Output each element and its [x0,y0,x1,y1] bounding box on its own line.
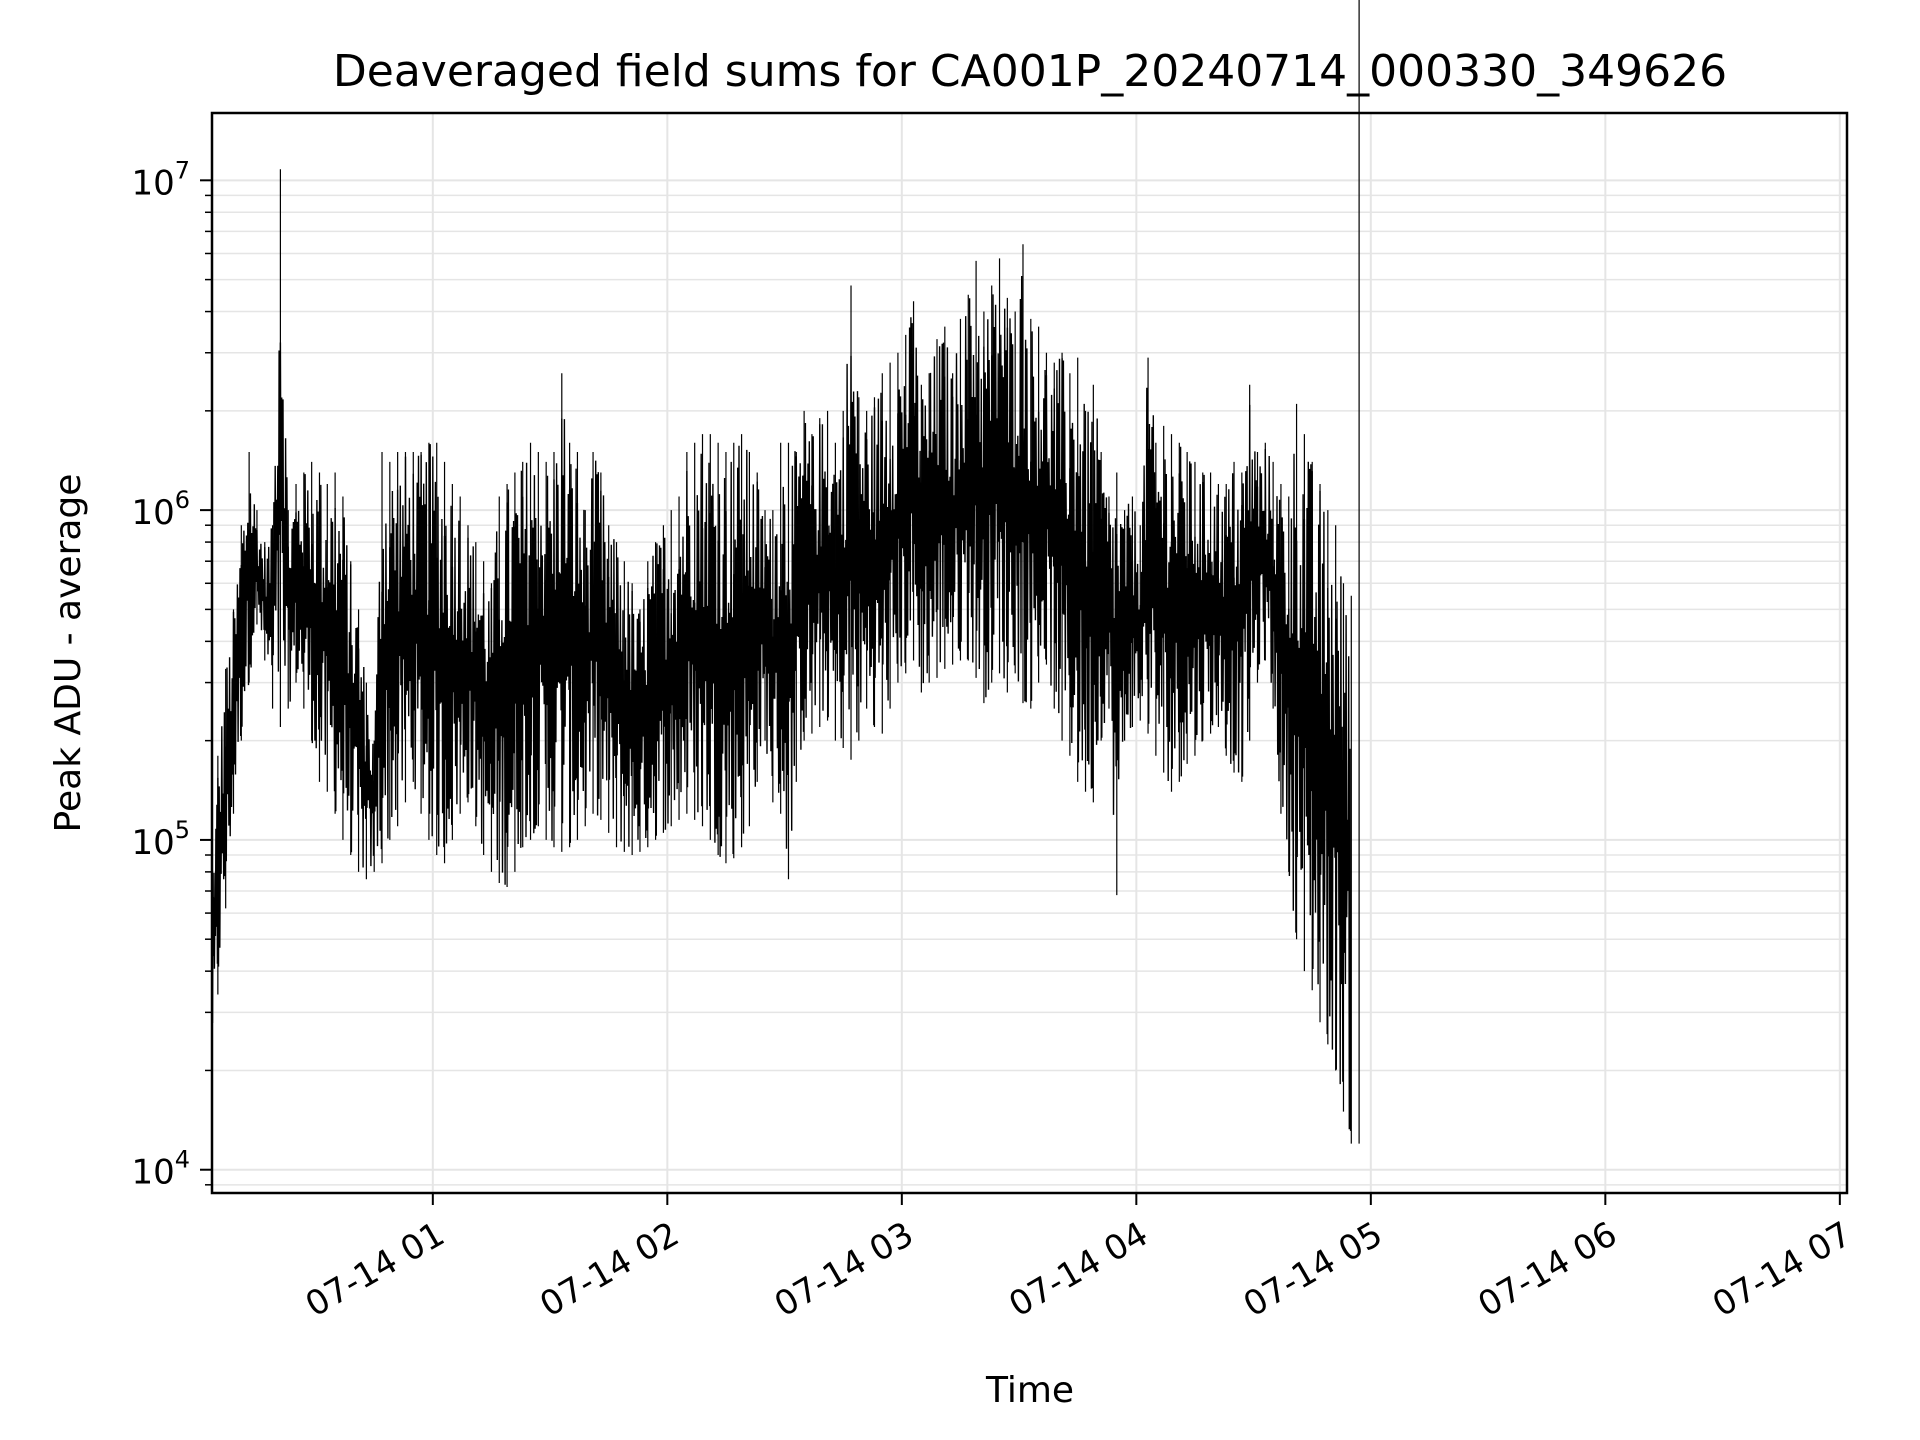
y-tick-exponent: 6 [175,486,190,514]
y-tick-exponent: 5 [175,816,190,844]
y-tick-base: 10 [131,823,174,863]
y-tick-base: 10 [131,493,174,533]
y-tick-base: 10 [131,163,174,203]
y-tick-exponent: 7 [175,156,190,184]
series-line [211,0,1360,1144]
y-tick-label: 107 [131,156,190,203]
y-axis-label: Peak ADU - average [48,474,89,833]
y-tick-label: 105 [131,816,190,863]
plot-area-frame [210,111,1849,1195]
y-tick-exponent: 4 [175,1146,190,1174]
y-tick-label: 106 [131,486,190,533]
y-tick-label: 104 [131,1146,190,1193]
x-axis-label: Time [985,1370,1074,1411]
y-tick-base: 10 [131,1153,174,1193]
chart-title: Deaveraged field sums for CA001P_2024071… [333,46,1727,97]
